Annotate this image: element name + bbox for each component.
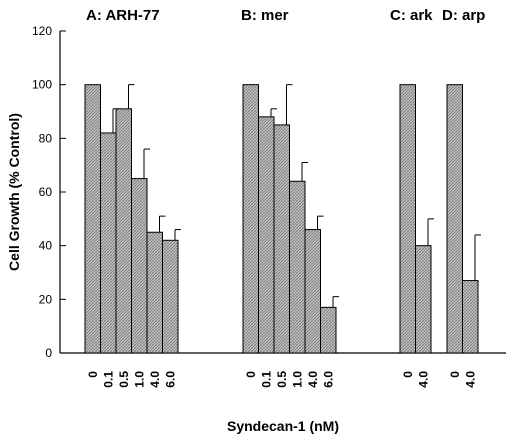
panel-label: D: arp xyxy=(442,7,485,24)
x-tick-label: 0 xyxy=(86,371,100,378)
bar xyxy=(320,306,337,354)
x-tick-label: 0 xyxy=(448,371,462,378)
x-tick-label: 1.0 xyxy=(132,371,146,388)
x-tick-label: 0.1 xyxy=(101,371,115,388)
bar xyxy=(146,231,163,354)
x-tick-label: 0.1 xyxy=(259,371,273,388)
y-axis-title: Cell Growth (% Control) xyxy=(6,113,22,271)
error-bars xyxy=(112,84,481,308)
panel-label: B: mer xyxy=(241,7,289,24)
y-tick-label: 100 xyxy=(32,78,52,92)
y-tick-label: 40 xyxy=(39,239,53,253)
bar xyxy=(415,245,432,354)
x-tick-label: 1.0 xyxy=(290,371,304,388)
x-tick-label: 0 xyxy=(401,371,415,378)
y-tick-label: 80 xyxy=(39,131,53,145)
x-tick-label: 4.0 xyxy=(148,371,162,388)
x-tick-label: 4.0 xyxy=(306,371,320,388)
x-tick-label: 4.0 xyxy=(463,371,477,388)
bar xyxy=(462,280,479,354)
bar xyxy=(273,124,290,354)
x-tick-label: 0.5 xyxy=(117,371,131,388)
bar xyxy=(242,84,259,354)
x-tick-labels: 0 0.1 0.5 1.0 4.0 6.0 0 0.1 0.5 1.0 4.0 6.0 0 4.0 0 4.0 xyxy=(86,371,478,388)
bar xyxy=(162,239,179,354)
y-tick-label: 0 xyxy=(45,346,52,360)
x-tick-label: 4.0 xyxy=(416,371,430,388)
bar xyxy=(131,178,148,354)
panel-label: A: ARH-77 xyxy=(86,7,160,24)
x-axis-title: Syndecan-1 (nM) xyxy=(227,418,339,434)
bars xyxy=(84,84,479,354)
panel-label: C: ark xyxy=(390,7,433,24)
bar xyxy=(304,229,321,354)
bar xyxy=(446,84,463,354)
x-tick-label: 0.5 xyxy=(275,371,289,388)
y-axis-ticks: 0 20 40 60 80 100 120 xyxy=(32,24,66,360)
bar xyxy=(289,180,306,354)
bar xyxy=(399,84,416,354)
bar xyxy=(115,108,132,354)
x-tick-label: 0 xyxy=(244,371,258,378)
x-tick-label: 6.0 xyxy=(163,371,177,388)
y-tick-label: 60 xyxy=(39,185,53,199)
y-tick-label: 120 xyxy=(32,24,52,38)
bar xyxy=(100,132,117,354)
x-tick-label: 6.0 xyxy=(321,371,335,388)
bar xyxy=(84,84,101,354)
y-tick-label: 20 xyxy=(39,292,53,306)
panel-labels: A: ARH-77 B: mer C: ark D: arp xyxy=(86,7,485,24)
bar xyxy=(258,116,275,354)
